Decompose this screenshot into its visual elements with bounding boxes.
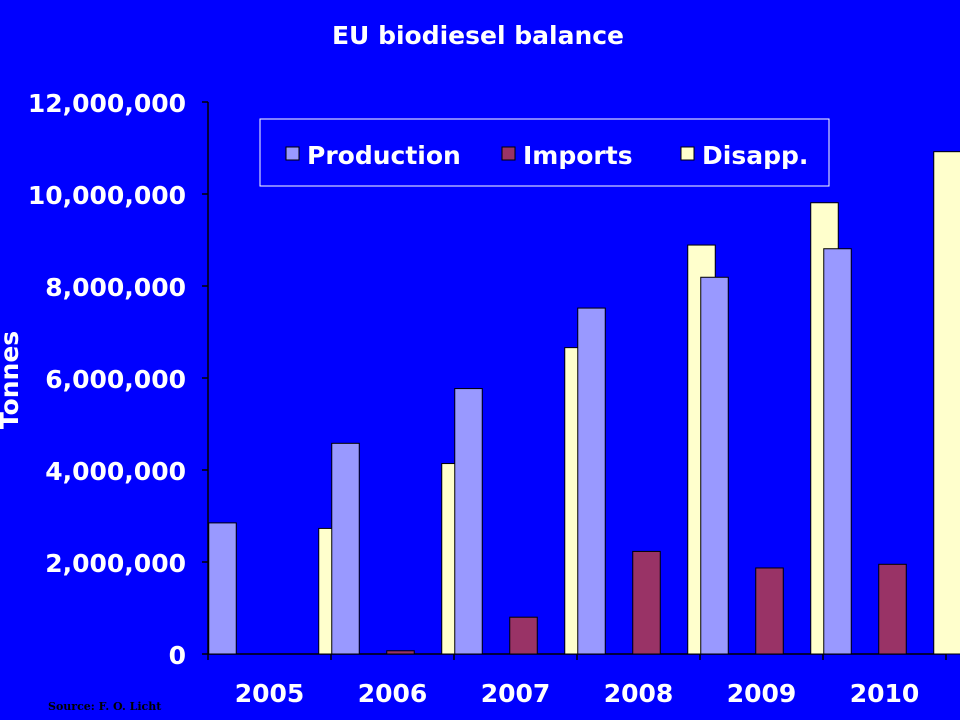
bar-imports-2006 [386, 650, 415, 655]
axes: 0 2,000,000 4,000,000 6,000,000 8,000,000 10,… [28, 89, 947, 670]
bar-production-2007 [454, 388, 483, 655]
y-tick-label: 2,000,000 [45, 549, 186, 578]
x-tick-label: 2007 [481, 679, 551, 708]
legend: Production Imports Disapp. [259, 118, 830, 187]
legend-label: Production [307, 141, 461, 170]
bar-production-2010 [823, 248, 852, 655]
y-tick-label: 10,000,000 [28, 181, 186, 210]
bar-production-2009 [700, 276, 729, 655]
x-tick-label: 2009 [727, 679, 797, 708]
bar-production-2008 [577, 307, 606, 655]
x-tick-label: 2010 [850, 679, 920, 708]
y-tick-label: 6,000,000 [45, 365, 186, 394]
x-tick-label: 2005 [235, 679, 305, 708]
legend-label: Imports [523, 141, 633, 170]
y-axis-label: Tonnes [0, 331, 24, 429]
bar-imports-2009 [755, 567, 784, 655]
bar-imports-2010 [878, 563, 907, 655]
x-tick-label: 2006 [358, 679, 428, 708]
chart-title: EU biodiesel balance [332, 21, 624, 50]
legend-swatch [285, 146, 300, 161]
y-tick-label: 8,000,000 [45, 273, 186, 302]
y-tick-label: 0 [169, 641, 186, 670]
legend-swatch [680, 146, 695, 161]
bars: 2005 2006 2007 2008 2009 2010 [208, 151, 960, 708]
legend-swatch [501, 146, 516, 161]
bar-production-2006 [331, 442, 360, 655]
bar-imports-2008 [632, 550, 661, 655]
x-tick-label: 2008 [604, 679, 674, 708]
bar-imports-2007 [509, 616, 538, 655]
legend-label: Disapp. [702, 141, 808, 170]
bar-production-2005 [208, 522, 237, 655]
legend-box [259, 118, 830, 187]
source-note: Source: F. O. Licht [48, 700, 162, 713]
bar-disapp-2010 [933, 151, 960, 655]
y-tick-label: 4,000,000 [45, 457, 186, 486]
y-tick-label: 12,000,000 [28, 89, 186, 118]
